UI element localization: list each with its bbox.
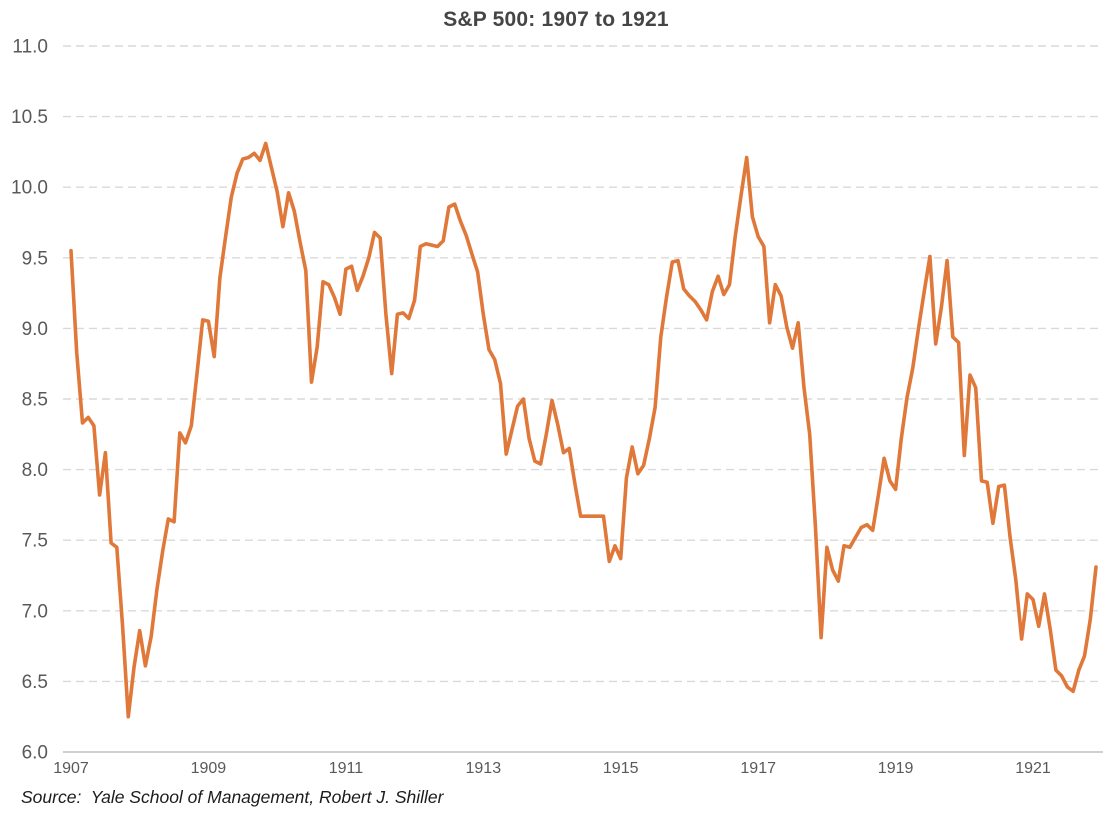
x-tick-label: 1921 [1015,760,1051,777]
y-tick-label: 7.0 [22,601,48,622]
x-axis-labels: 1907 1909 1911 1913 1915 1917 1919 1921 [53,760,1051,777]
x-tick-label: 1911 [329,760,364,777]
gridlines [63,45,1103,753]
x-tick-label: 1915 [603,760,639,777]
y-tick-label: 8.0 [22,460,48,481]
sp500-line-series [69,141,1098,719]
x-tick-label: 1917 [740,760,776,777]
source-note: Source: Yale School of Management, Rober… [21,787,444,807]
y-tick-label: 9.5 [22,248,48,269]
y-tick-label: 10.5 [11,107,48,128]
y-tick-label: 9.0 [22,319,48,340]
y-tick-label: 10.0 [11,178,48,199]
chart-title: S&P 500: 1907 to 1921 [443,8,669,31]
y-tick-label: 6.5 [22,672,48,693]
x-tick-label: 1919 [878,760,914,777]
x-tick-label: 1913 [466,760,502,777]
x-tick-label: 1909 [191,760,227,777]
x-tick-label: 1907 [53,760,89,777]
y-tick-label: 6.0 [22,743,48,764]
y-tick-label: 7.5 [22,531,48,552]
y-tick-label: 8.5 [22,390,48,411]
y-tick-label: 11.0 [12,37,48,58]
series-layer [69,141,1098,719]
y-axis-labels: 6.0 6.5 7.0 7.5 8.0 8.5 9.0 9.5 10.0 10.5 11.0 [11,37,48,764]
